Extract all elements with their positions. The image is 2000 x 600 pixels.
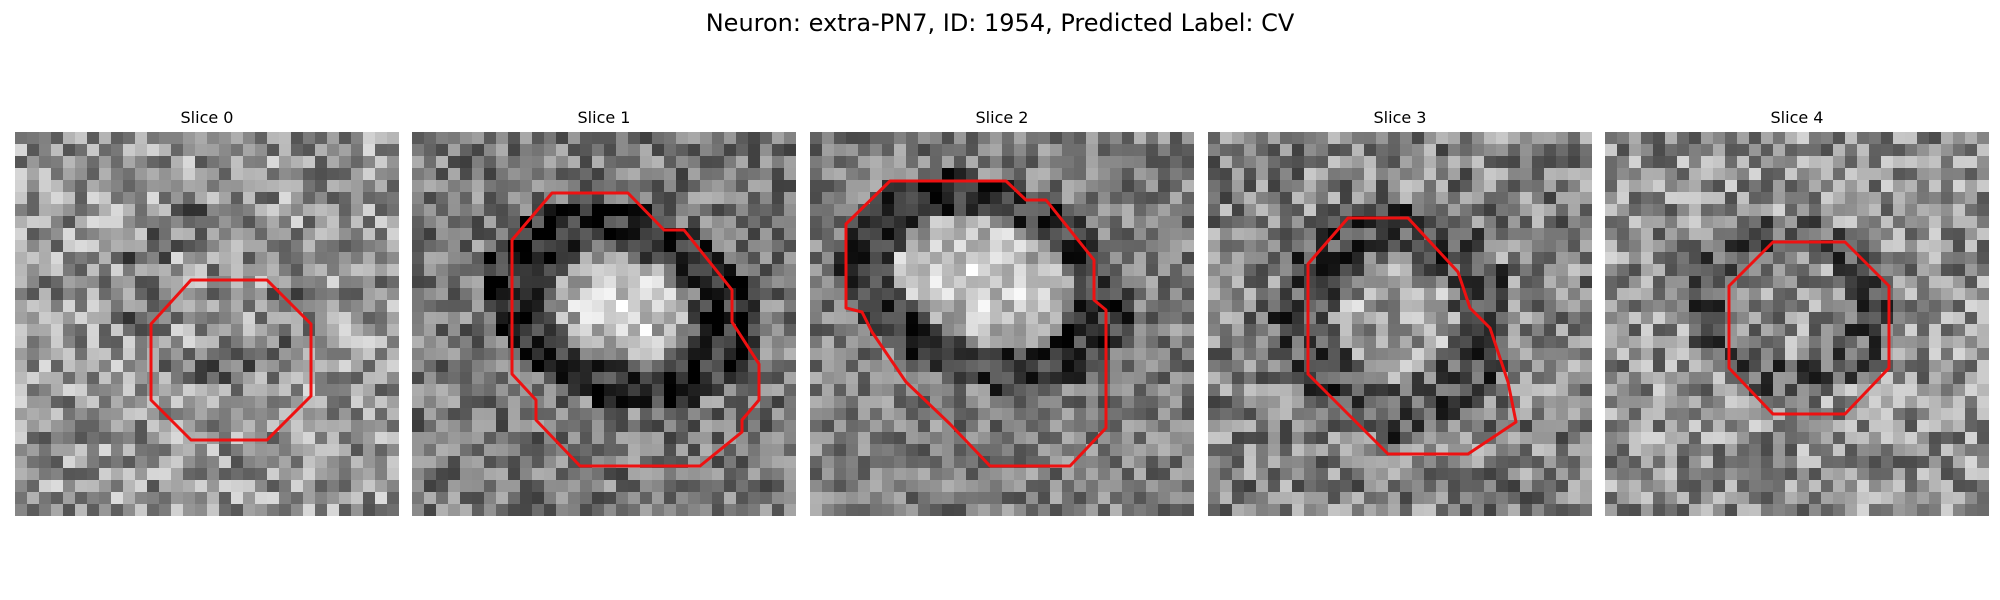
contour-outline-4 [1727, 240, 1891, 416]
slice-panel-4: Slice 4 [1605, 108, 1989, 516]
slice-panel-2: Slice 2 [810, 108, 1194, 516]
slice-image-4 [1605, 132, 1989, 516]
contour-outline-2 [844, 179, 1108, 468]
slice-title-4: Slice 4 [1770, 108, 1824, 127]
contour-polygon-1 [510, 191, 761, 468]
contour-outline-3 [1306, 216, 1518, 456]
slice-panel-1: Slice 1 [412, 108, 796, 516]
slice-panel-0: Slice 0 [15, 108, 399, 516]
contour-outline-0 [149, 278, 313, 442]
slice-title-1: Slice 1 [577, 108, 631, 127]
contour-polygon-2 [844, 179, 1108, 468]
contour-polygon-0 [149, 278, 313, 442]
slice-title-2: Slice 2 [975, 108, 1029, 127]
contour-polygon-3 [1306, 216, 1518, 456]
slice-image-3 [1208, 132, 1592, 516]
slice-title-0: Slice 0 [180, 108, 234, 127]
figure-title: Neuron: extra-PN7, ID: 1954, Predicted L… [705, 9, 1295, 37]
slice-panel-3: Slice 3 [1208, 108, 1592, 516]
slice-title-3: Slice 3 [1373, 108, 1427, 127]
contour-outline-1 [510, 191, 761, 468]
slice-image-0 [15, 132, 399, 516]
contour-polygon-4 [1727, 240, 1891, 416]
